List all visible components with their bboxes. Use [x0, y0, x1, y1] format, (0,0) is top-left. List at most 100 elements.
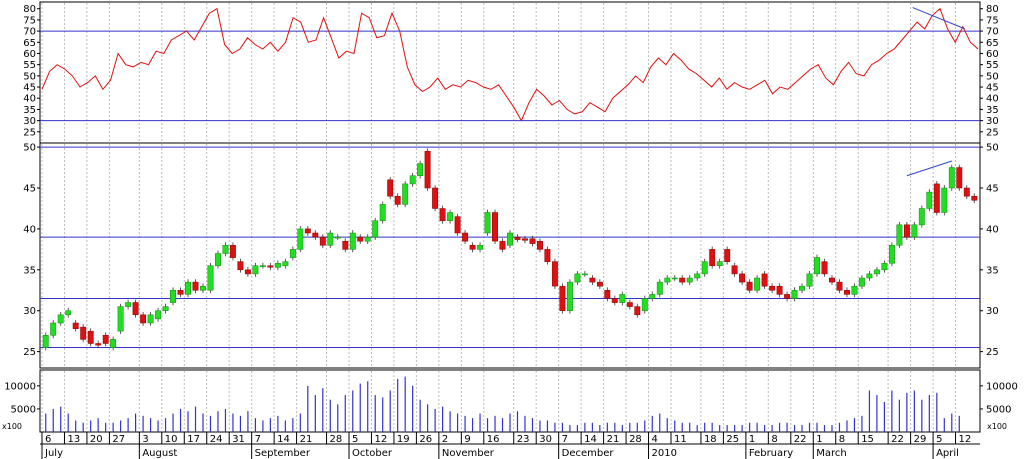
candle-body-down	[626, 302, 633, 307]
candle-body-down	[357, 236, 364, 242]
candle-body-down	[611, 298, 618, 303]
candle	[903, 221, 910, 240]
candle-body-down	[229, 245, 236, 258]
rsi-grid	[41, 3, 956, 142]
candle	[836, 279, 843, 294]
candle-body-down	[544, 249, 551, 262]
candle-body-up	[222, 245, 229, 254]
month-label: September	[255, 448, 311, 459]
candle-body-down	[80, 326, 87, 340]
price-tick-label-left: 35	[23, 265, 36, 276]
candle-body-up	[649, 294, 656, 299]
candle-body-up	[791, 290, 798, 299]
candle-body-down	[424, 150, 431, 189]
month-label: February	[749, 448, 793, 459]
x-tick-label: 18	[704, 434, 717, 445]
volume-bars	[45, 376, 960, 432]
candle-body-up	[716, 261, 723, 266]
candle	[911, 221, 918, 240]
candle	[267, 262, 274, 271]
candle	[941, 185, 948, 216]
candle-body-down	[454, 216, 461, 234]
x-tick-label: 28	[629, 434, 642, 445]
candle	[87, 328, 94, 347]
candle	[155, 307, 162, 322]
candle-body-up	[417, 163, 424, 177]
candle-body-down	[267, 265, 274, 268]
candle-body-down	[95, 343, 102, 346]
candle	[162, 303, 169, 314]
candle	[686, 275, 693, 285]
candle-body-down	[87, 330, 94, 344]
candle	[132, 299, 139, 318]
candle	[918, 205, 925, 228]
candle-body-up	[65, 310, 72, 316]
volume-tick-label-right: 10000	[986, 381, 1018, 392]
candle-body-up	[694, 273, 701, 279]
candle	[379, 201, 386, 224]
x-tick-label: 5	[352, 434, 358, 445]
candle	[394, 193, 401, 208]
candle	[881, 260, 888, 273]
rsi-tick-label-right: 45	[986, 83, 999, 94]
candle	[776, 283, 783, 298]
candle	[754, 275, 761, 294]
price-tick-label-left: 50	[23, 143, 36, 154]
price-y-ticks-right: 50 45 40 35 30 25	[980, 143, 999, 358]
candle	[252, 262, 259, 277]
month-labels: July August September October November Decemb…	[41, 444, 959, 459]
candle	[948, 164, 955, 191]
candle	[319, 234, 326, 249]
candle-body-up	[447, 212, 454, 221]
candle	[65, 307, 72, 318]
candle-body-down	[731, 265, 738, 275]
candle-body-down	[746, 281, 753, 291]
candle	[829, 275, 835, 285]
candle-body-down	[761, 273, 768, 287]
candle	[634, 303, 641, 318]
candle	[873, 266, 880, 277]
x-tick-label: 13	[67, 434, 80, 445]
candle	[409, 172, 416, 187]
candle	[574, 271, 581, 285]
candle-body-up	[581, 273, 588, 276]
candle-body-down	[679, 277, 686, 283]
candle-body-down	[784, 294, 791, 299]
candle-body-down	[551, 261, 558, 287]
candle-body-down	[312, 232, 319, 238]
x-tick-label: 10	[165, 434, 178, 445]
candle-body-up	[50, 322, 57, 336]
candle-body-up	[656, 281, 663, 295]
candle	[192, 279, 199, 294]
x-tick-label: 14	[277, 434, 290, 445]
volume-grid	[41, 371, 956, 431]
candle	[102, 332, 109, 347]
candle	[364, 234, 371, 245]
x-tick-label: 8	[839, 434, 845, 445]
candle	[888, 242, 895, 267]
candle	[499, 238, 506, 253]
candle-body-down	[132, 302, 139, 316]
candle-body-down	[72, 322, 79, 329]
candle	[933, 181, 940, 216]
x-tick-label: 28	[330, 434, 343, 445]
candle	[739, 271, 746, 285]
candle	[80, 324, 87, 343]
volume-panel: 10000 5000 10000 5000 x100 x100	[2, 369, 1018, 433]
price-panel: 50 45 40 35 30 25 50 45 40 35 30 25	[23, 142, 999, 369]
candle	[170, 287, 176, 306]
candle	[72, 320, 79, 332]
rsi-tick-label-left: 70	[23, 27, 36, 38]
candle	[844, 287, 850, 298]
x-tick-label: 23	[517, 434, 530, 445]
rsi-tick-label-left: 65	[23, 38, 36, 49]
candle-body-up	[664, 277, 671, 283]
candle	[604, 287, 611, 302]
candle-body-up	[881, 263, 888, 271]
candle-body-down	[237, 261, 244, 271]
candle	[95, 340, 102, 348]
candle	[402, 181, 409, 208]
candle	[349, 230, 356, 253]
candle-body-up	[507, 232, 513, 246]
candle-body-down	[724, 249, 731, 262]
